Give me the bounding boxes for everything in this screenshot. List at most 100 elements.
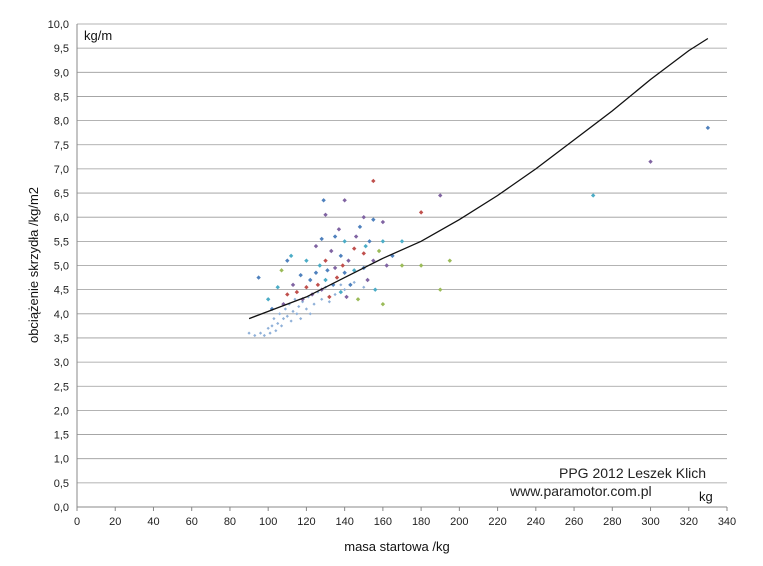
grid-lines (77, 23, 727, 484)
x-axis-title: masa startowa /kg (344, 539, 450, 554)
data-point (312, 302, 316, 306)
x-tick-label: 320 (680, 516, 698, 528)
data-point (590, 193, 596, 198)
data-point (304, 258, 309, 263)
data-point (352, 268, 357, 273)
data-point (315, 282, 321, 288)
data-point (281, 317, 286, 321)
data-points (247, 125, 711, 338)
data-point (320, 297, 324, 301)
data-point (338, 289, 344, 295)
x-tick-label: 0 (74, 516, 80, 528)
y-tick-label: 9,5 (54, 43, 69, 55)
data-point (327, 294, 332, 300)
x-tick-label: 220 (488, 516, 506, 528)
data-point (321, 198, 326, 203)
data-point (384, 263, 389, 268)
data-point (270, 324, 274, 328)
data-point (348, 282, 353, 288)
data-point (353, 234, 359, 239)
y-tick-label: 4,5 (54, 285, 69, 297)
data-point (371, 178, 376, 184)
x-tick-label: 120 (297, 516, 315, 528)
data-point (334, 275, 340, 280)
data-point (288, 253, 294, 259)
y-tick-label: 8,5 (54, 91, 69, 103)
data-point (380, 301, 386, 307)
y-axis-title: obciążenie skrzydła /kg/m2 (26, 187, 41, 343)
data-point (308, 277, 313, 283)
data-point (367, 239, 372, 244)
y-tick-label: 10,0 (48, 19, 69, 31)
data-point (294, 289, 300, 295)
data-point (279, 268, 284, 273)
data-point (323, 277, 328, 283)
y-tick-label: 8,0 (54, 116, 69, 128)
y-tick-label: 4,0 (54, 309, 69, 321)
data-point (256, 275, 261, 280)
data-point (363, 243, 368, 249)
x-tick-label: 240 (527, 516, 545, 528)
data-point (327, 300, 331, 304)
y-tick-label: 6,5 (54, 188, 69, 200)
y-tick-label: 5,5 (54, 236, 69, 248)
data-point (266, 326, 270, 330)
x-tick-label: 180 (412, 516, 430, 528)
y-tick-label: 9,0 (54, 67, 69, 79)
data-point (380, 239, 386, 244)
data-point (705, 125, 711, 131)
data-point (371, 258, 376, 263)
data-point (399, 239, 405, 244)
data-point (289, 319, 293, 323)
data-point (285, 292, 290, 297)
data-point (290, 282, 296, 288)
credit-line-1: PPG 2012 Leszek Klich (559, 465, 706, 481)
data-point (299, 317, 303, 321)
y-tick-label: 2,5 (54, 381, 69, 393)
data-point (340, 263, 345, 268)
y-tick-label: 1,0 (54, 454, 69, 466)
x-tick-label: 40 (147, 516, 159, 528)
data-point (278, 312, 282, 316)
data-point (336, 227, 342, 232)
x-tick-label: 80 (224, 516, 236, 528)
data-point (343, 288, 347, 292)
data-point (274, 329, 278, 333)
data-point (253, 333, 257, 338)
x-tick-label: 160 (374, 516, 392, 528)
x-tick-label: 60 (186, 516, 198, 528)
data-point (323, 258, 328, 263)
y-tick-label: 0,5 (54, 478, 69, 490)
x-tick-label: 340 (718, 516, 736, 528)
x-tick-label: 280 (603, 516, 621, 528)
data-point (352, 280, 356, 285)
data-point (297, 304, 301, 309)
data-point (332, 234, 338, 239)
data-point (291, 309, 295, 313)
data-point (342, 239, 347, 244)
data-point (279, 324, 284, 328)
data-point (247, 331, 251, 335)
x-tick-labels: 0 20 40 60 80 100 120 140 160 180 200 220 240 260 280 3… (74, 507, 736, 528)
data-point (325, 268, 330, 273)
data-point (339, 283, 343, 287)
x-tick-label: 140 (335, 516, 353, 528)
data-point (298, 272, 303, 278)
y-tick-label: 2,0 (54, 405, 69, 417)
x-tick-label: 300 (641, 516, 659, 528)
data-point (319, 236, 324, 242)
data-point (333, 292, 337, 297)
credit-line-2: www.paramotor.com.pl (509, 483, 652, 499)
y-tick-label: 1,5 (54, 430, 69, 442)
data-point (295, 312, 299, 316)
data-point (313, 270, 319, 275)
x-tick-label: 20 (109, 516, 121, 528)
data-point (323, 212, 328, 217)
data-point (447, 258, 452, 263)
y-tick-label: 3,5 (54, 333, 69, 345)
y-tick-label: 3,0 (54, 357, 69, 369)
data-point (308, 312, 312, 316)
data-point (361, 215, 366, 220)
data-point (355, 297, 361, 302)
